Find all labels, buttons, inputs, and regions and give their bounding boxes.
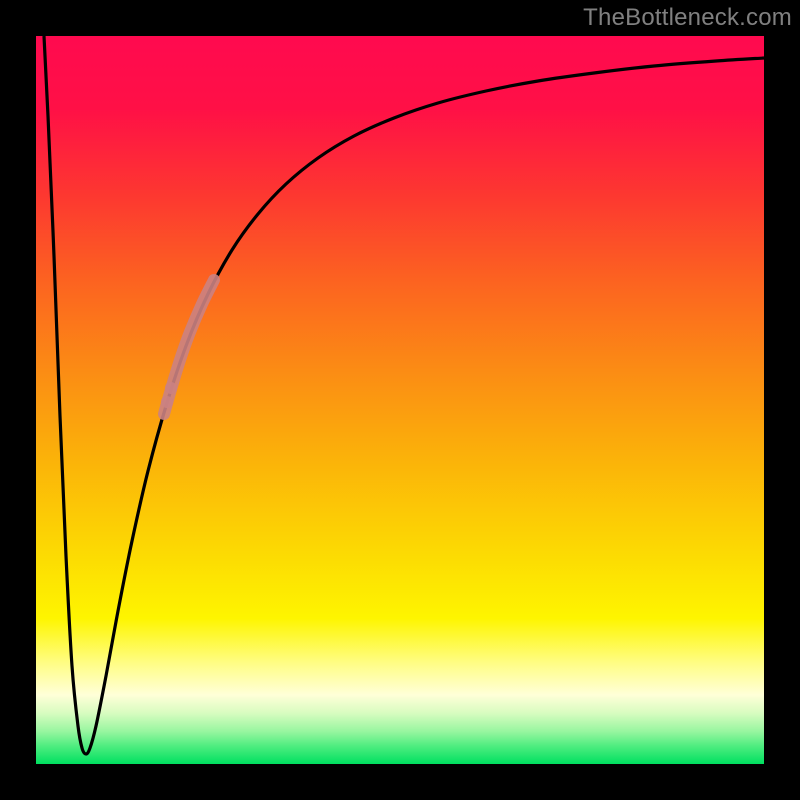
frame-right [764,0,800,800]
frame-bottom [0,764,800,800]
frame-left [0,0,36,800]
plot-area [36,36,764,764]
curve-layer [36,36,764,764]
main-curve [44,36,764,754]
watermark-text: TheBottleneck.com [583,4,792,32]
chart-container: TheBottleneck.com [0,0,800,800]
